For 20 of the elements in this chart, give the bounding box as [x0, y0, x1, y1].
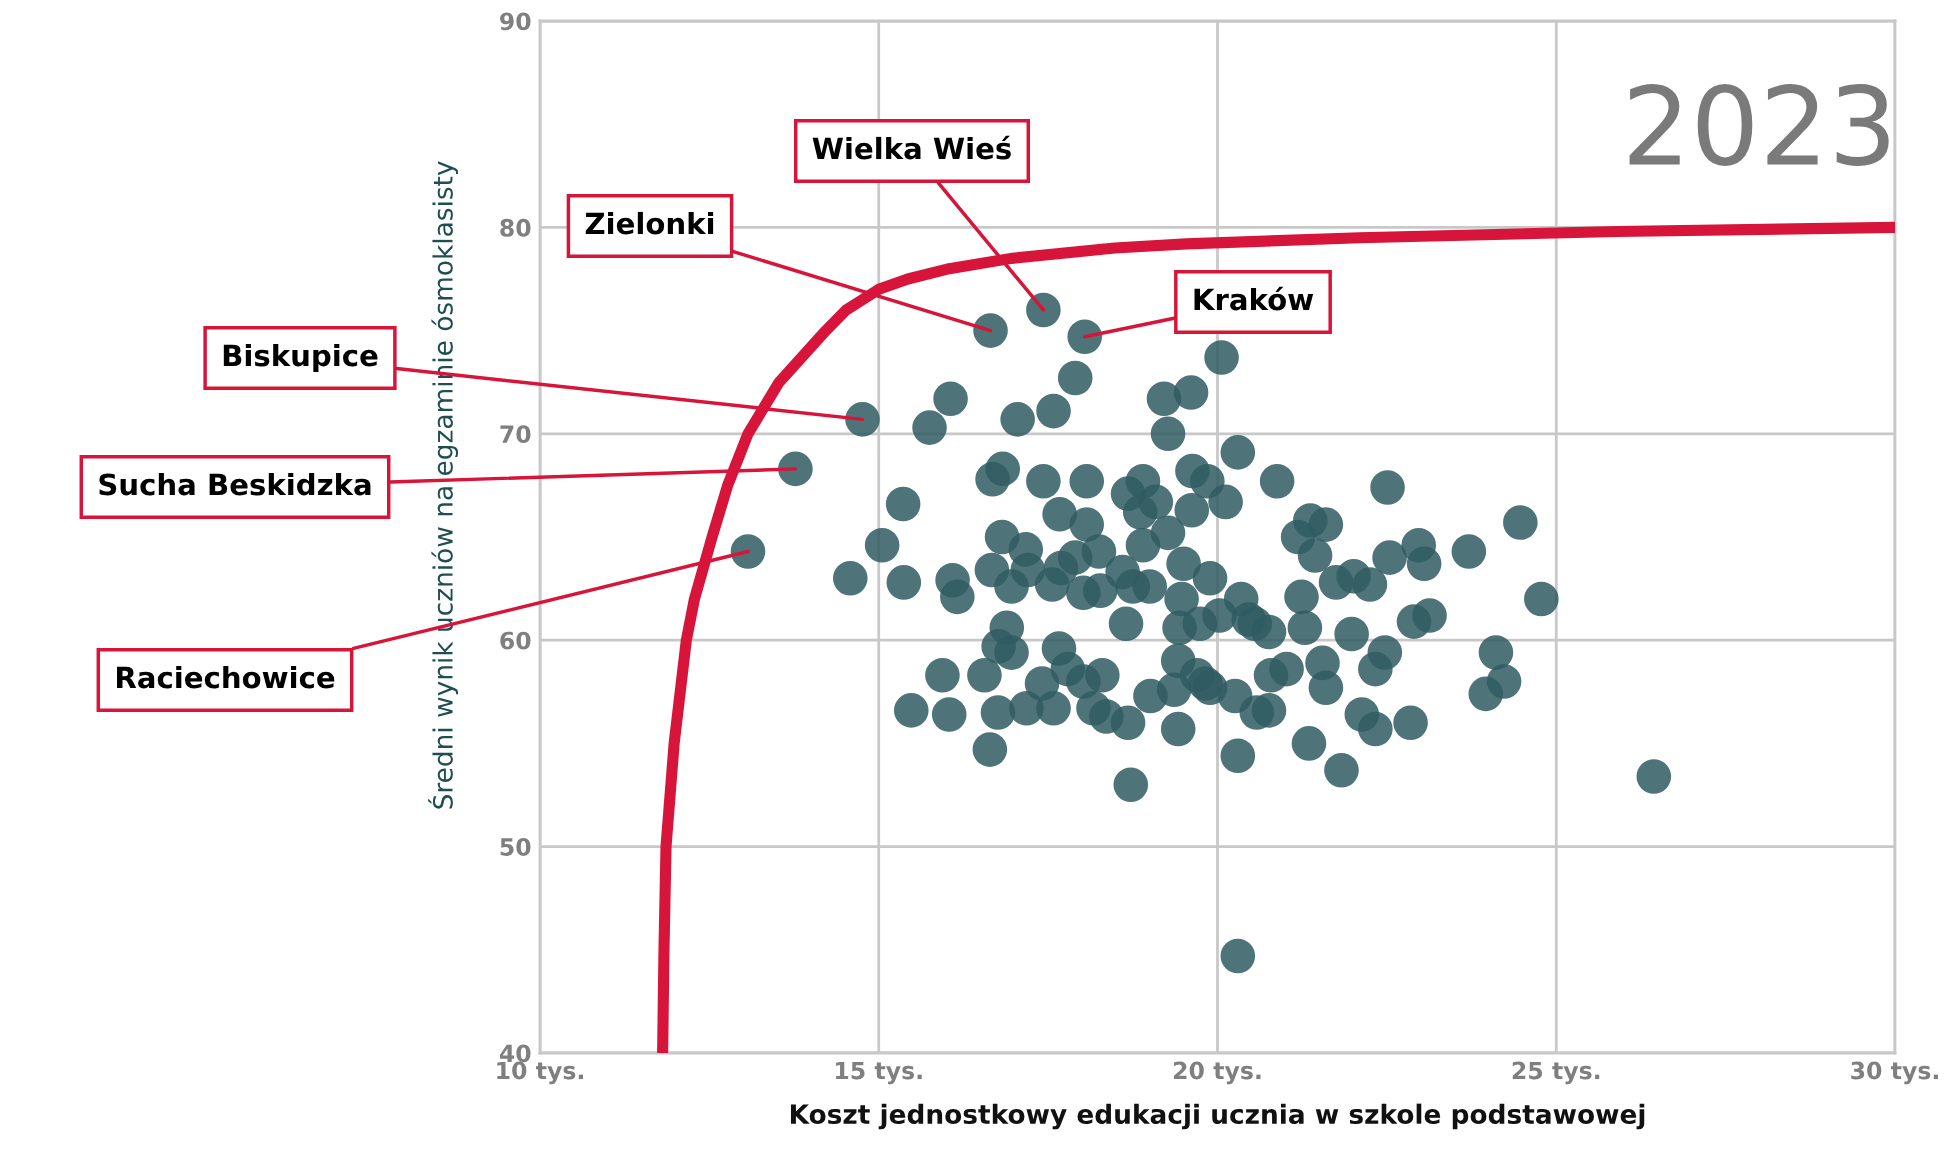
annotation: Sucha Beskidzka: [99, 472, 371, 496]
x-tick-label: 10 tys.: [497, 1061, 583, 1085]
annotation: 2023: [1629, 84, 1889, 166]
annotation: Zielonki: [585, 211, 714, 235]
y-tick-label: 80: [500, 218, 531, 237]
x-tick-label: 15 tys.: [836, 1061, 922, 1085]
y-axis-title: Średni wynik uczniów na egzaminie ósmoklasisty: [428, 161, 458, 809]
y-tick-label: 60: [500, 631, 531, 650]
y-tick-label: 40: [499, 1044, 531, 1063]
x-axis-title: Koszt jednostkowy edukacji ucznia w szkole podstawowej: [790, 1103, 1645, 1130]
x-tick-label: 30 tys.: [1851, 1061, 1938, 1085]
annotation: Kraków: [1194, 286, 1314, 311]
y-tick-label: 50: [500, 838, 531, 856]
x-tick-label: 25 tys.: [1512, 1061, 1600, 1085]
x-tick-label: 20 tys.: [1173, 1061, 1261, 1085]
annotation: Wielka Wieś: [812, 135, 1011, 160]
y-tick-label: 70: [500, 425, 531, 444]
annotation: Raciechowice: [117, 665, 335, 689]
annotation: Biskupice: [223, 343, 378, 373]
y-tick-label: 90: [500, 12, 531, 31]
